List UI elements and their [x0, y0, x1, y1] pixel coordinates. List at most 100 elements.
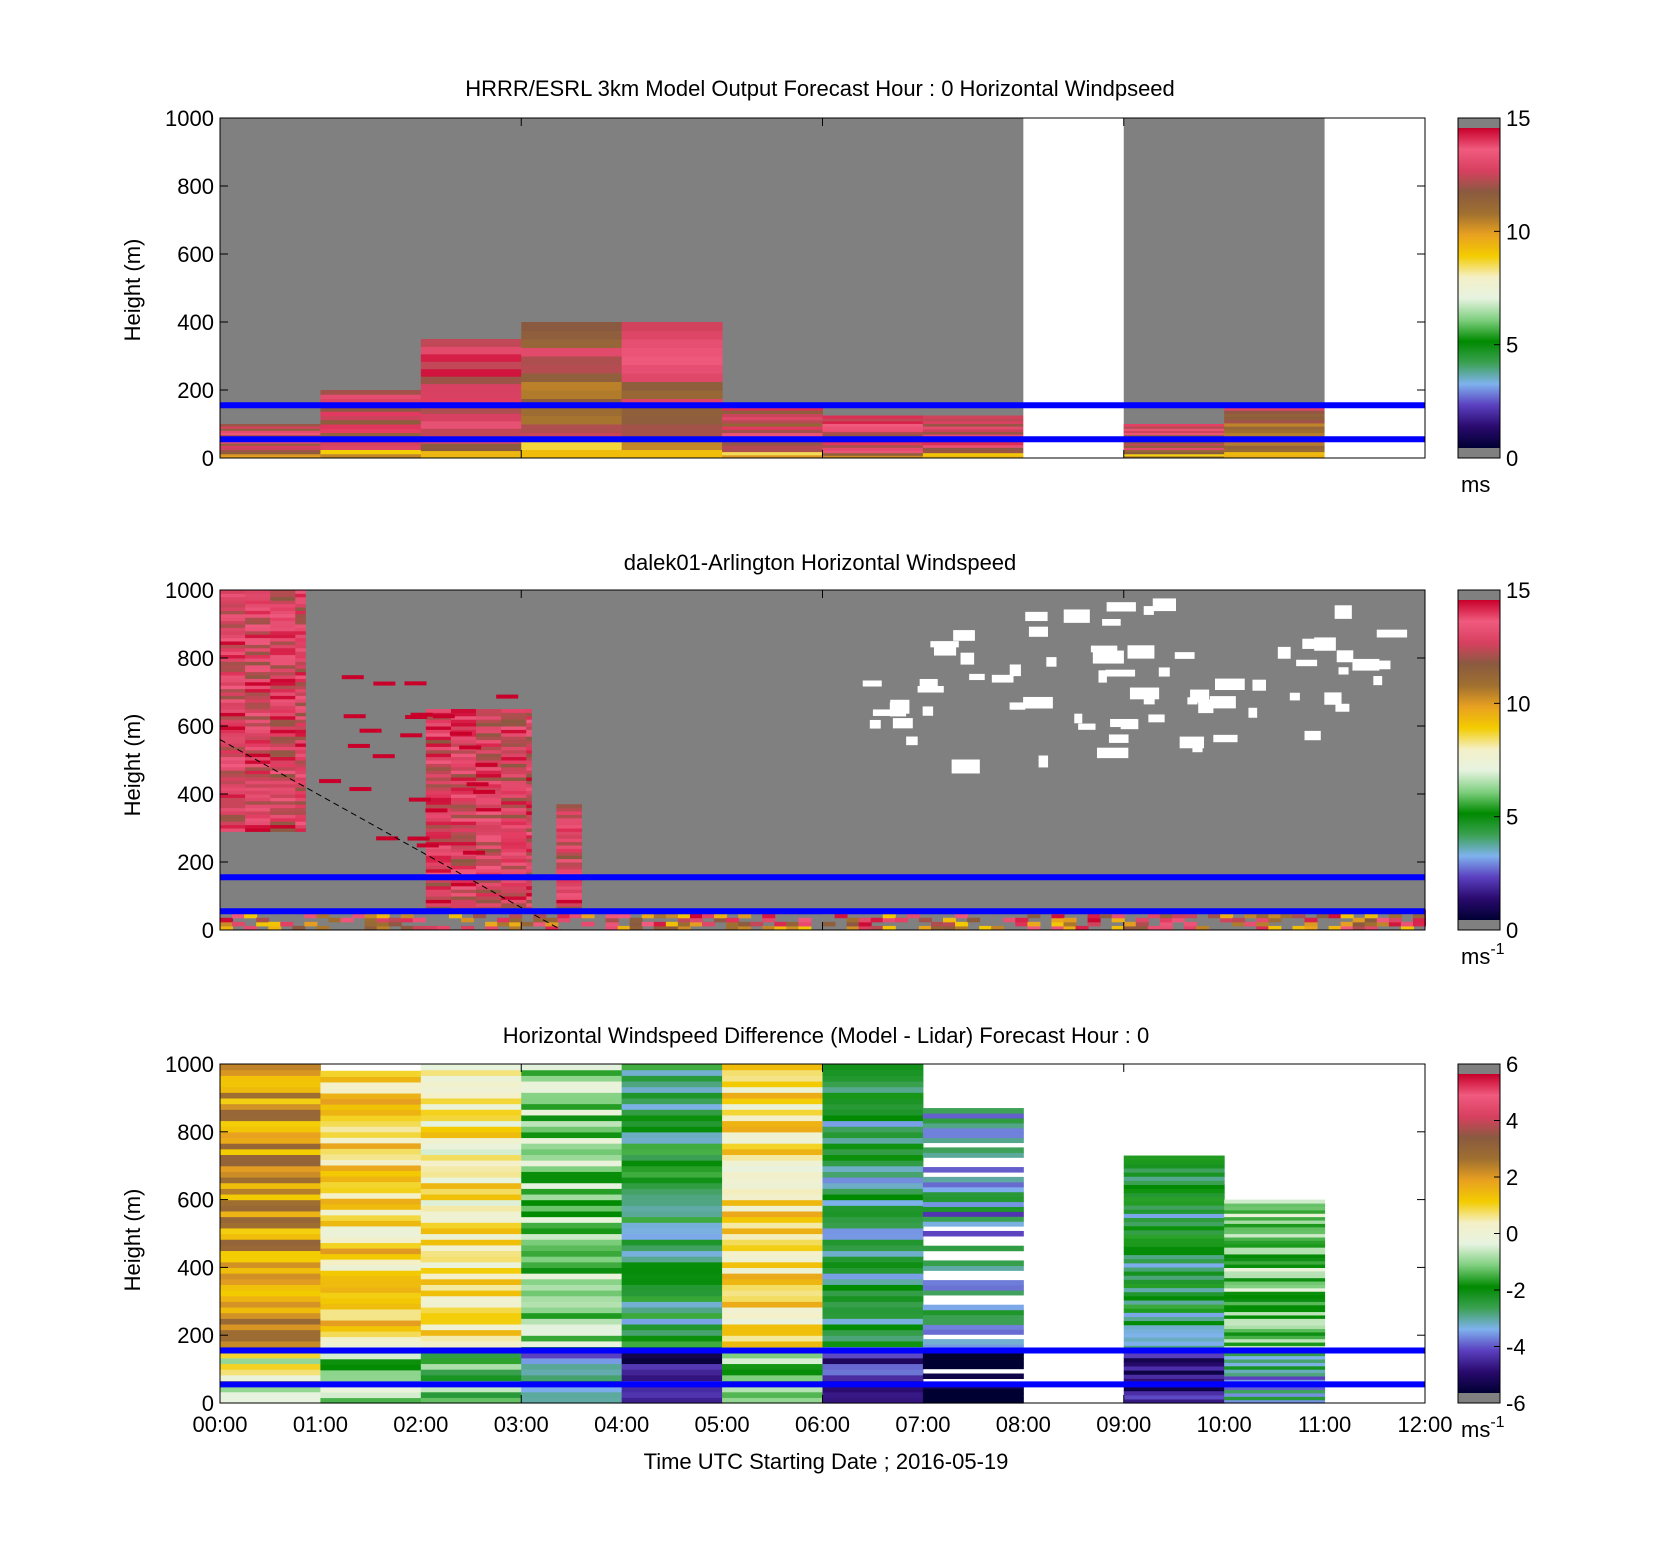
- heatmap-cell: [450, 845, 477, 849]
- heatmap-cell: [501, 892, 527, 897]
- heatmap-cell: [556, 872, 582, 877]
- heatmap-cell: [1340, 921, 1354, 927]
- missing-cell: [906, 736, 918, 746]
- heatmap-cell: [521, 1301, 623, 1308]
- heatmap-cell: [450, 726, 477, 730]
- heatmap-cell: [501, 749, 527, 754]
- heatmap-cell: [220, 1193, 321, 1201]
- y-tick-label: 200: [177, 378, 214, 403]
- heatmap-cell: [1123, 1176, 1225, 1181]
- heatmap-cell: [526, 834, 532, 839]
- heatmap-cell: [509, 917, 523, 923]
- heatmap-cell: [425, 865, 452, 870]
- heatmap-cell: [1184, 921, 1198, 927]
- heatmap-cell: [922, 426, 1024, 430]
- heatmap-cell: [501, 797, 527, 802]
- heatmap-cell: [786, 925, 800, 931]
- heatmap-cell: [476, 732, 502, 737]
- heatmap-cell: [270, 624, 296, 628]
- heatmap-cell: [220, 800, 246, 805]
- heatmap-cell: [420, 1154, 522, 1161]
- heatmap-cell: [245, 661, 271, 666]
- heatmap-cell: [822, 1064, 924, 1071]
- heatmap-cell: [425, 811, 452, 815]
- heatmap-cell: [521, 1267, 623, 1274]
- heatmap-cell: [450, 804, 477, 809]
- heatmap-cell: [320, 1397, 422, 1404]
- colorbar-unit-exponent: -1: [1490, 941, 1504, 958]
- heatmap-cell: [922, 1344, 1024, 1350]
- heatmap-cell: [1224, 1331, 1326, 1336]
- heatmap-cell: [526, 722, 532, 727]
- heatmap-cell: [319, 779, 342, 784]
- heatmap-cell: [270, 661, 296, 666]
- heatmap-cell: [1220, 913, 1234, 919]
- heatmap-cell: [220, 1256, 321, 1263]
- heatmap-cell: [476, 817, 502, 822]
- x-tick-label: 05:00: [695, 1412, 750, 1437]
- heatmap-cell: [722, 1352, 823, 1359]
- heatmap-cell: [420, 1086, 522, 1093]
- heatmap-cell: [320, 1358, 422, 1365]
- heatmap-cell: [220, 641, 246, 645]
- heatmap-cell: [621, 424, 723, 433]
- heatmap-cell: [220, 1097, 321, 1105]
- heatmap-cell: [501, 739, 527, 744]
- heatmap-cell: [220, 921, 234, 927]
- heatmap-cell: [822, 1391, 924, 1398]
- heatmap-cell: [629, 921, 643, 927]
- heatmap-cell: [295, 709, 306, 713]
- heatmap-cell: [461, 925, 475, 931]
- heatmap-cell: [521, 415, 623, 425]
- heatmap-cell: [220, 681, 246, 686]
- heatmap-cell: [320, 1247, 422, 1255]
- heatmap-cell: [621, 1386, 723, 1393]
- heatmap-cell: [1224, 1270, 1326, 1275]
- heatmap-cell: [722, 410, 823, 414]
- heatmap-cell: [220, 654, 246, 659]
- heatmap-cell: [295, 705, 306, 710]
- heatmap-cell: [894, 917, 908, 923]
- heatmap-cell: [1256, 921, 1270, 927]
- heatmap-cell: [955, 913, 969, 919]
- heatmap-cell: [1224, 407, 1326, 411]
- heatmap-cell: [822, 1126, 924, 1133]
- heatmap-cell: [1224, 1291, 1326, 1296]
- heatmap-cell: [526, 709, 532, 713]
- heatmap-cell: [521, 1306, 623, 1314]
- heatmap-cell: [245, 637, 271, 642]
- heatmap-cell: [722, 429, 823, 433]
- heatmap-cell: [220, 770, 246, 775]
- heatmap-cell: [220, 424, 321, 427]
- heatmap-cell: [722, 1069, 823, 1076]
- heatmap-cell: [858, 917, 872, 923]
- heatmap-cell: [420, 376, 522, 385]
- heatmap-cell: [220, 1273, 321, 1280]
- heatmap-cell: [425, 902, 452, 907]
- heatmap-cell: [476, 709, 502, 713]
- missing-cell: [1277, 646, 1291, 659]
- heatmap-cell: [822, 1137, 924, 1144]
- heatmap-cell: [420, 1216, 522, 1223]
- heatmap-cell: [245, 627, 271, 632]
- heatmap-cell: [420, 1143, 522, 1150]
- heatmap-cell: [501, 715, 527, 720]
- heatmap-cell: [220, 634, 246, 639]
- y-tick-label: 800: [177, 174, 214, 199]
- heatmap-cell: [420, 1233, 522, 1240]
- heatmap-cell: [420, 1301, 522, 1308]
- heatmap-cell: [930, 921, 944, 927]
- heatmap-cell: [476, 882, 502, 887]
- heatmap-cell: [245, 596, 271, 601]
- heatmap-cell: [476, 902, 502, 907]
- heatmap-cell: [320, 453, 422, 459]
- heatmap-cell: [722, 442, 823, 446]
- heatmap-cell: [295, 777, 306, 781]
- heatmap-cell: [476, 868, 502, 873]
- heatmap-cell: [476, 848, 502, 853]
- heatmap-cell: [1123, 1159, 1225, 1165]
- heatmap-cell: [822, 1222, 924, 1229]
- heatmap-cell: [476, 855, 502, 860]
- heatmap-cell: [526, 770, 532, 775]
- heatmap-cell: [420, 1131, 522, 1139]
